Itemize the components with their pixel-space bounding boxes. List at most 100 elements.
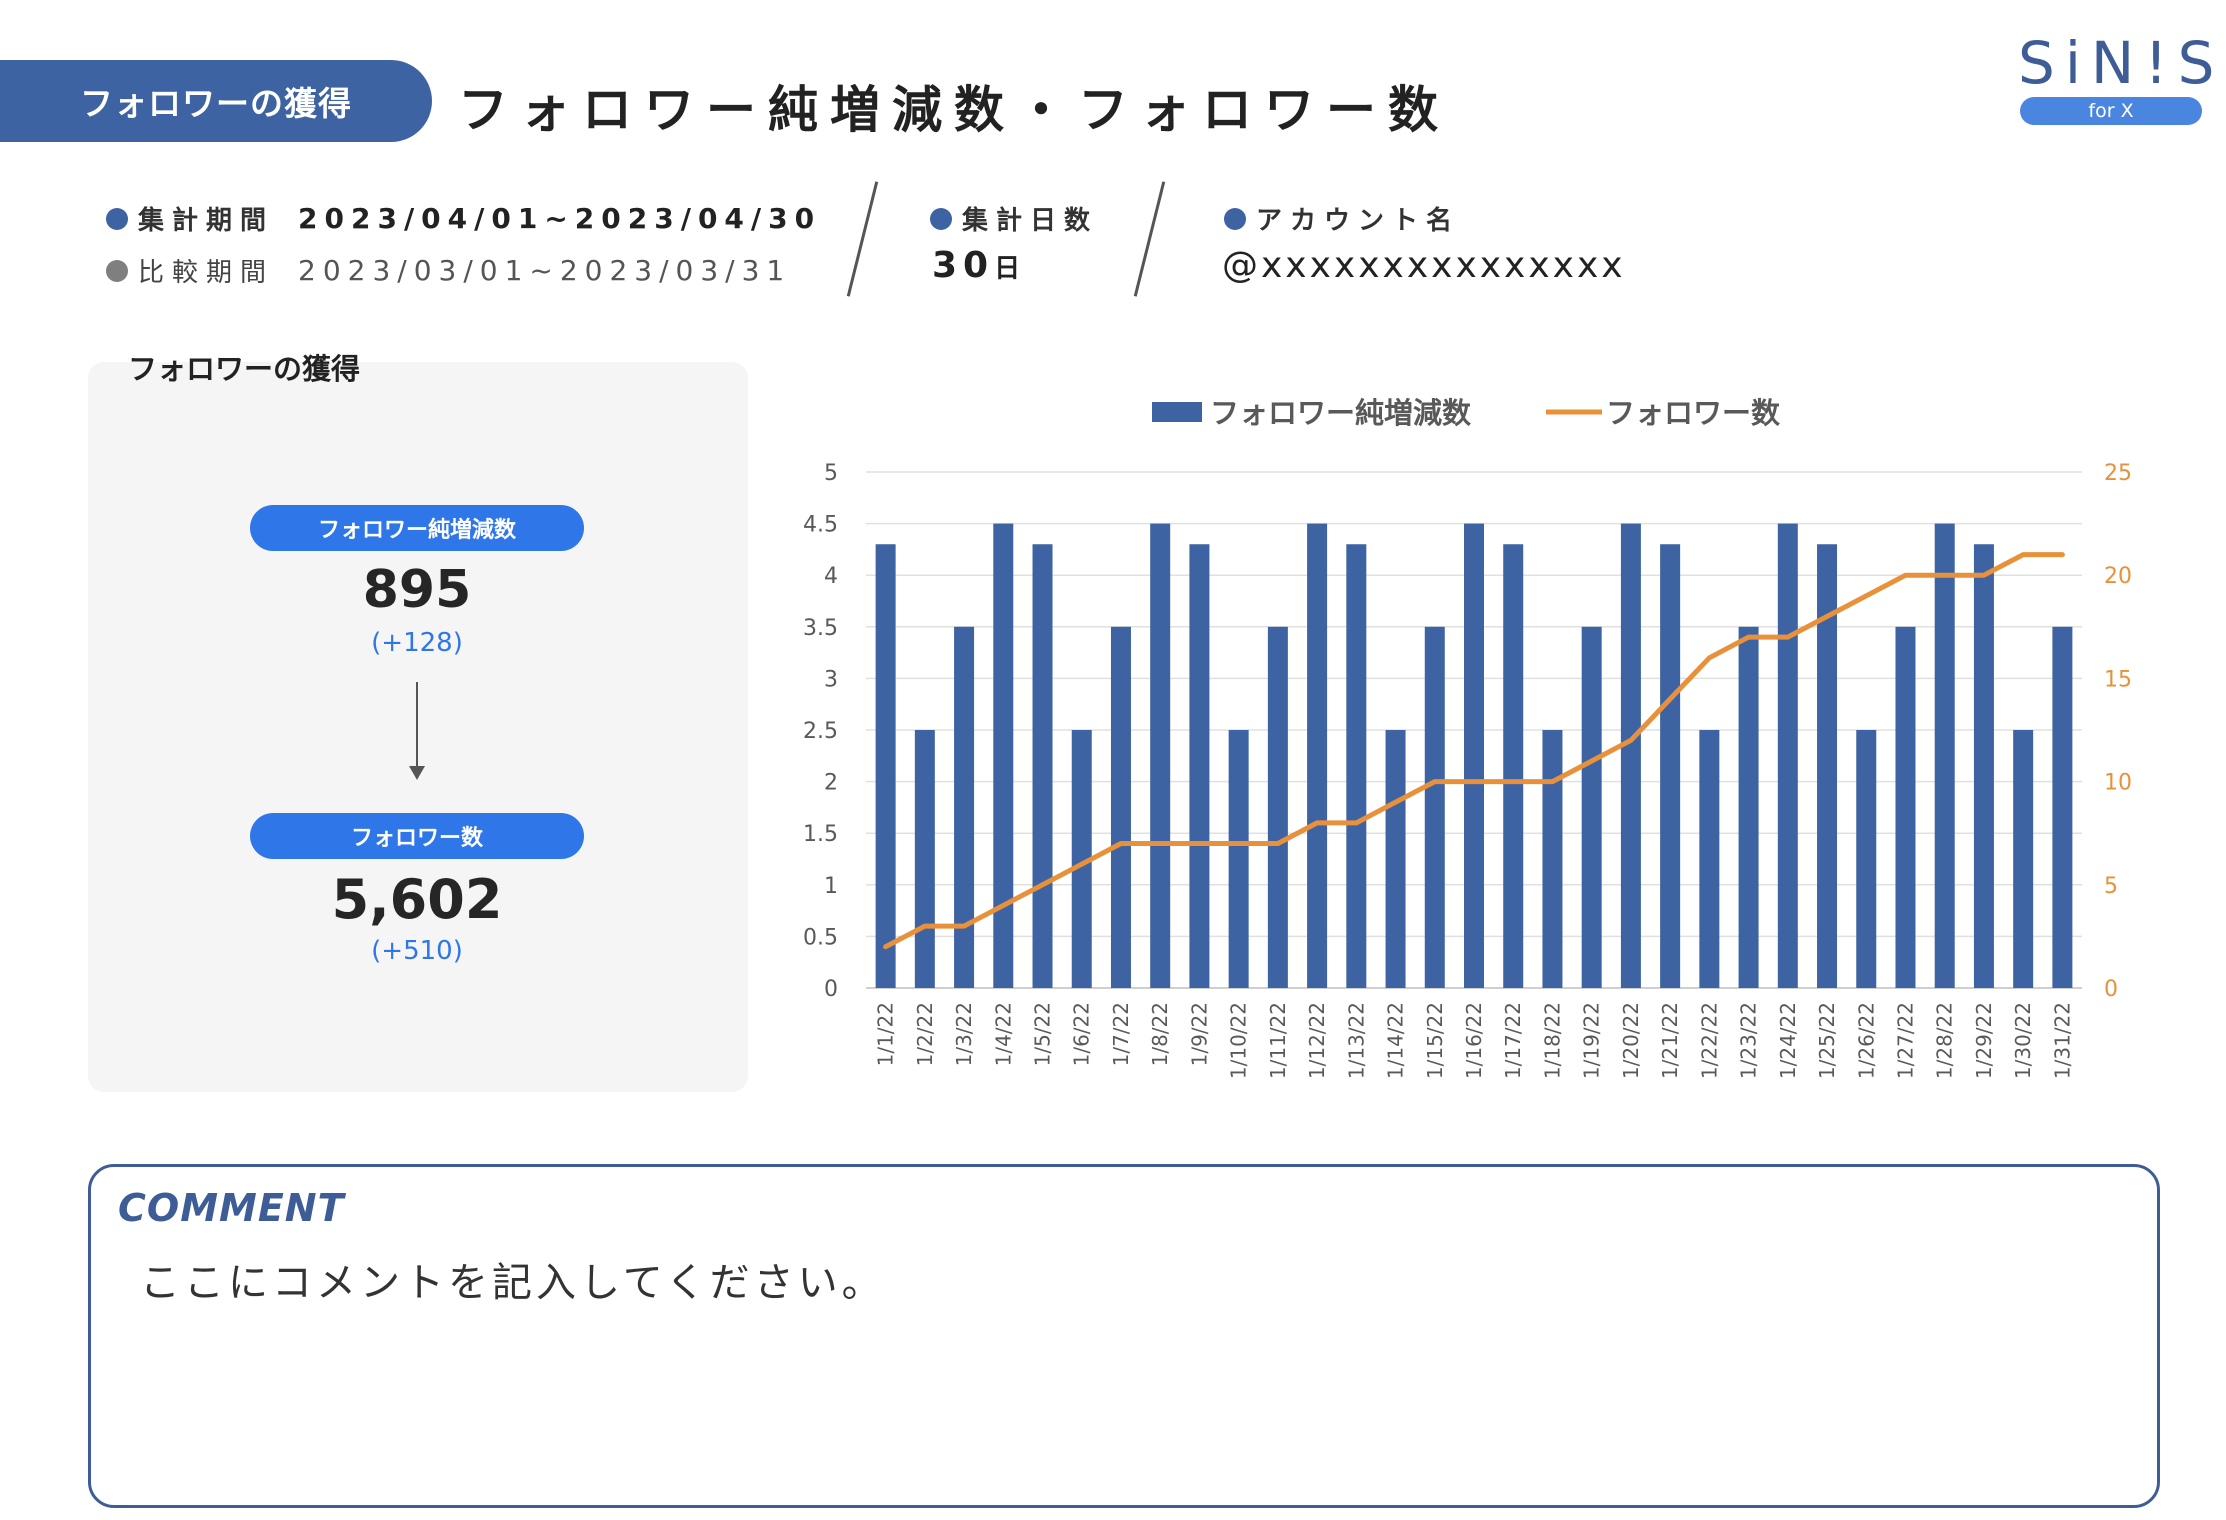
x-tick-label: 1/7/22: [1109, 1002, 1133, 1066]
legend-label: フォロワー数: [1606, 396, 1781, 430]
bar: [1856, 730, 1877, 988]
bar: [993, 523, 1014, 988]
y-tick-label: 3: [824, 667, 838, 692]
account-value: @xxxxxxxxxxxxxxx: [1222, 245, 1626, 286]
y-tick-label: 1: [824, 874, 838, 899]
followers-value: 5,602: [331, 868, 503, 931]
x-tick-label: 1/19/22: [1580, 1002, 1604, 1079]
y-tick-label: 2.5: [803, 719, 838, 744]
bar: [2052, 626, 2073, 988]
days-row: 集計日数: [930, 200, 1098, 237]
followers-pill: フォロワー数: [250, 813, 584, 859]
bar: [1464, 523, 1484, 988]
bar: [1189, 544, 1210, 988]
x-tick-label: 1/11/22: [1266, 1002, 1290, 1079]
x-tick-label: 1/8/22: [1148, 1002, 1172, 1066]
days-label: 集計日数: [962, 206, 1099, 236]
x-tick-label: 1/2/22: [913, 1002, 937, 1066]
x-tick-label: 1/30/22: [2011, 1002, 2035, 1079]
x-tick-label: 1/31/22: [2050, 1002, 2074, 1079]
x-tick-label: 1/13/22: [1344, 1002, 1368, 1079]
legend-label: フォロワー純増減数: [1210, 396, 1472, 430]
bar: [2013, 730, 2034, 988]
bar: [1620, 523, 1641, 988]
x-tick-label: 1/18/22: [1540, 1002, 1564, 1079]
bar: [1071, 730, 1092, 988]
compare-row: 比較期間 2023/03/01~2023/03/31: [106, 252, 791, 289]
arrow-head-icon: [409, 766, 425, 780]
compare-value: 2023/03/01~2023/03/31: [298, 254, 792, 287]
bar: [914, 730, 935, 988]
net-change-pill: フォロワー純増減数: [250, 505, 584, 551]
panel-title: フォロワーの獲得: [128, 352, 361, 386]
comment-box[interactable]: [88, 1164, 2160, 1508]
net-change-diff: (+128): [371, 628, 463, 658]
days-unit: 日: [994, 254, 1021, 284]
bar: [954, 626, 975, 988]
logo-text: SiN!S: [2018, 29, 2225, 97]
x-tick-label: 1/22/22: [1697, 1002, 1721, 1079]
y2-tick-label: 10: [2104, 771, 2132, 796]
x-tick-label: 1/3/22: [952, 1002, 976, 1066]
bar: [1503, 544, 1524, 988]
bar: [1032, 544, 1053, 988]
x-tick-label: 1/14/22: [1384, 1002, 1408, 1079]
x-tick-label: 1/23/22: [1737, 1002, 1761, 1079]
followers-diff: (+510): [371, 936, 463, 966]
x-tick-label: 1/29/22: [1972, 1002, 1996, 1079]
y2-tick-label: 25: [2104, 461, 2132, 486]
bar: [1817, 544, 1838, 988]
y2-tick-label: 0: [2104, 977, 2118, 1002]
bar: [1385, 730, 1406, 988]
x-tick-label: 1/4/22: [991, 1002, 1015, 1066]
y2-tick-label: 15: [2104, 667, 2132, 692]
bar: [1581, 626, 1602, 988]
divider: [1133, 181, 1166, 297]
account-row: アカウント名: [1224, 200, 1460, 237]
legend-bar-swatch: [1152, 402, 1202, 422]
y-tick-label: 0: [824, 977, 838, 1002]
period-row: 集計期間 2023/04/01~2023/04/30: [106, 200, 821, 237]
y-tick-label: 4: [824, 564, 838, 589]
x-tick-label: 1/16/22: [1462, 1002, 1486, 1079]
y-tick-label: 4.5: [803, 513, 838, 538]
x-tick-label: 1/6/22: [1070, 1002, 1094, 1066]
days-value-block: 30日: [932, 245, 1020, 286]
series-line: [883, 552, 2065, 950]
bar: [1777, 523, 1798, 988]
bar: [1660, 544, 1681, 988]
x-tick-label: 1/27/22: [1893, 1002, 1917, 1079]
kpi-panel: [88, 362, 748, 1092]
bar: [1267, 626, 1288, 988]
bar: [1228, 730, 1249, 988]
bar: [1110, 626, 1131, 988]
bar: [1542, 730, 1563, 988]
comment-title: COMMENT: [118, 1186, 345, 1230]
days-value: 30: [932, 245, 995, 286]
bar: [1307, 523, 1328, 988]
y-tick-label: 2: [824, 771, 838, 796]
x-tick-label: 1/15/22: [1423, 1002, 1447, 1079]
x-tick-label: 1/10/22: [1227, 1002, 1251, 1079]
brand-logo: SiN!S for X: [2018, 29, 2225, 130]
logo-sub-badge: for X: [2020, 97, 2202, 125]
bar: [1934, 523, 1955, 988]
bar: [1738, 626, 1759, 988]
x-tick-label: 1/24/22: [1776, 1002, 1800, 1079]
y2-tick-label: 20: [2104, 564, 2132, 589]
x-tick-label: 1/9/22: [1187, 1002, 1211, 1066]
x-tick-label: 1/21/22: [1658, 1002, 1682, 1079]
comment-text[interactable]: ここにコメントを記入してください。: [140, 1260, 886, 1306]
y-tick-label: 3.5: [803, 616, 838, 641]
bar: [1973, 544, 1994, 988]
x-tick-label: 1/28/22: [1933, 1002, 1957, 1079]
x-tick-label: 1/12/22: [1305, 1002, 1329, 1079]
page-title: フォロワー純増減数・フォロワー数: [458, 81, 1450, 139]
net-change-value: 895: [362, 560, 472, 620]
account-bullet-icon: [1224, 207, 1246, 230]
y2-tick-label: 5: [2104, 874, 2118, 899]
x-tick-label: 1/20/22: [1619, 1002, 1643, 1079]
divider: [846, 181, 879, 297]
x-tick-label: 1/17/22: [1501, 1002, 1525, 1079]
y-tick-label: 1.5: [803, 822, 838, 847]
